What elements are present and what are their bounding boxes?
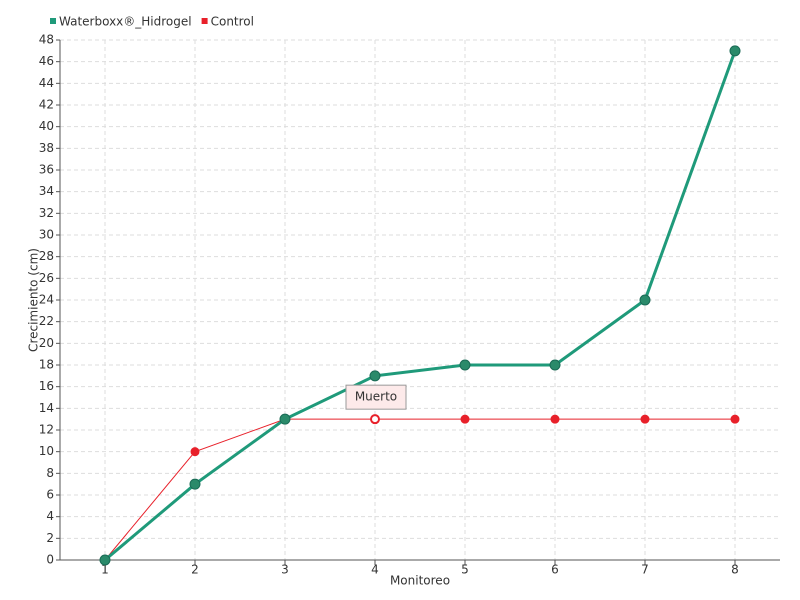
data-point bbox=[459, 359, 471, 371]
data-point bbox=[549, 359, 561, 371]
y-tick-label: 18 bbox=[39, 358, 54, 372]
y-tick-label: 2 bbox=[46, 531, 54, 545]
x-tick-label: 5 bbox=[461, 563, 469, 577]
y-tick-label: 10 bbox=[39, 444, 54, 458]
y-tick-label: 40 bbox=[39, 119, 54, 133]
legend-label: Control bbox=[211, 15, 254, 29]
y-tick-label: 30 bbox=[39, 228, 54, 242]
y-tick-label: 28 bbox=[39, 249, 54, 263]
data-point bbox=[189, 478, 201, 490]
legend-swatch bbox=[201, 18, 208, 24]
x-tick-label: 3 bbox=[281, 563, 289, 577]
y-tick-label: 14 bbox=[39, 401, 54, 415]
legend-label: Waterboxx®_Hidrogel bbox=[59, 15, 192, 29]
data-point bbox=[370, 414, 380, 425]
legend-item: Control bbox=[201, 15, 254, 29]
series-line bbox=[104, 418, 735, 561]
y-tick-label: 48 bbox=[39, 33, 54, 47]
data-point bbox=[639, 294, 651, 306]
legend-swatch bbox=[50, 18, 56, 24]
data-point bbox=[729, 45, 741, 57]
y-axis-label: Crecimiento (cm) bbox=[27, 248, 41, 352]
y-tick-label: 46 bbox=[39, 54, 54, 68]
y-tick-label: 38 bbox=[39, 141, 54, 155]
data-point bbox=[369, 370, 381, 382]
series-line bbox=[104, 50, 737, 562]
y-tick-label: 8 bbox=[46, 466, 54, 480]
x-tick-label: 8 bbox=[731, 563, 739, 577]
y-tick-label: 36 bbox=[39, 163, 54, 177]
y-tick-label: 24 bbox=[39, 293, 54, 307]
data-point bbox=[730, 414, 740, 424]
x-tick-label: 1 bbox=[101, 563, 109, 577]
x-tick-label: 4 bbox=[371, 563, 379, 577]
legend-item: Waterboxx®_Hidrogel bbox=[50, 15, 192, 29]
x-tick-label: 2 bbox=[191, 563, 199, 577]
y-tick-label: 6 bbox=[46, 488, 54, 502]
data-point bbox=[190, 447, 200, 457]
data-point bbox=[550, 414, 560, 424]
tooltip-text: Muerto bbox=[355, 390, 397, 404]
y-tick-label: 44 bbox=[39, 76, 54, 90]
y-tick-label: 34 bbox=[39, 184, 54, 198]
y-tick-label: 22 bbox=[39, 314, 54, 328]
y-tick-label: 32 bbox=[39, 206, 54, 220]
data-point bbox=[279, 413, 291, 425]
x-tick-label: 7 bbox=[641, 563, 649, 577]
y-tick-label: 12 bbox=[39, 423, 54, 437]
y-tick-label: 26 bbox=[39, 271, 54, 285]
x-axis-label: Monitoreo bbox=[390, 574, 450, 588]
y-tick-label: 0 bbox=[46, 553, 54, 567]
y-tick-label: 20 bbox=[39, 336, 54, 350]
x-tick-label: 6 bbox=[551, 563, 559, 577]
y-tick-label: 16 bbox=[39, 379, 54, 393]
data-point bbox=[640, 414, 650, 424]
data-point bbox=[460, 414, 470, 424]
data-point bbox=[99, 554, 111, 566]
tooltip-box bbox=[345, 384, 407, 410]
y-tick-label: 42 bbox=[39, 98, 54, 112]
y-tick-label: 4 bbox=[46, 509, 54, 523]
